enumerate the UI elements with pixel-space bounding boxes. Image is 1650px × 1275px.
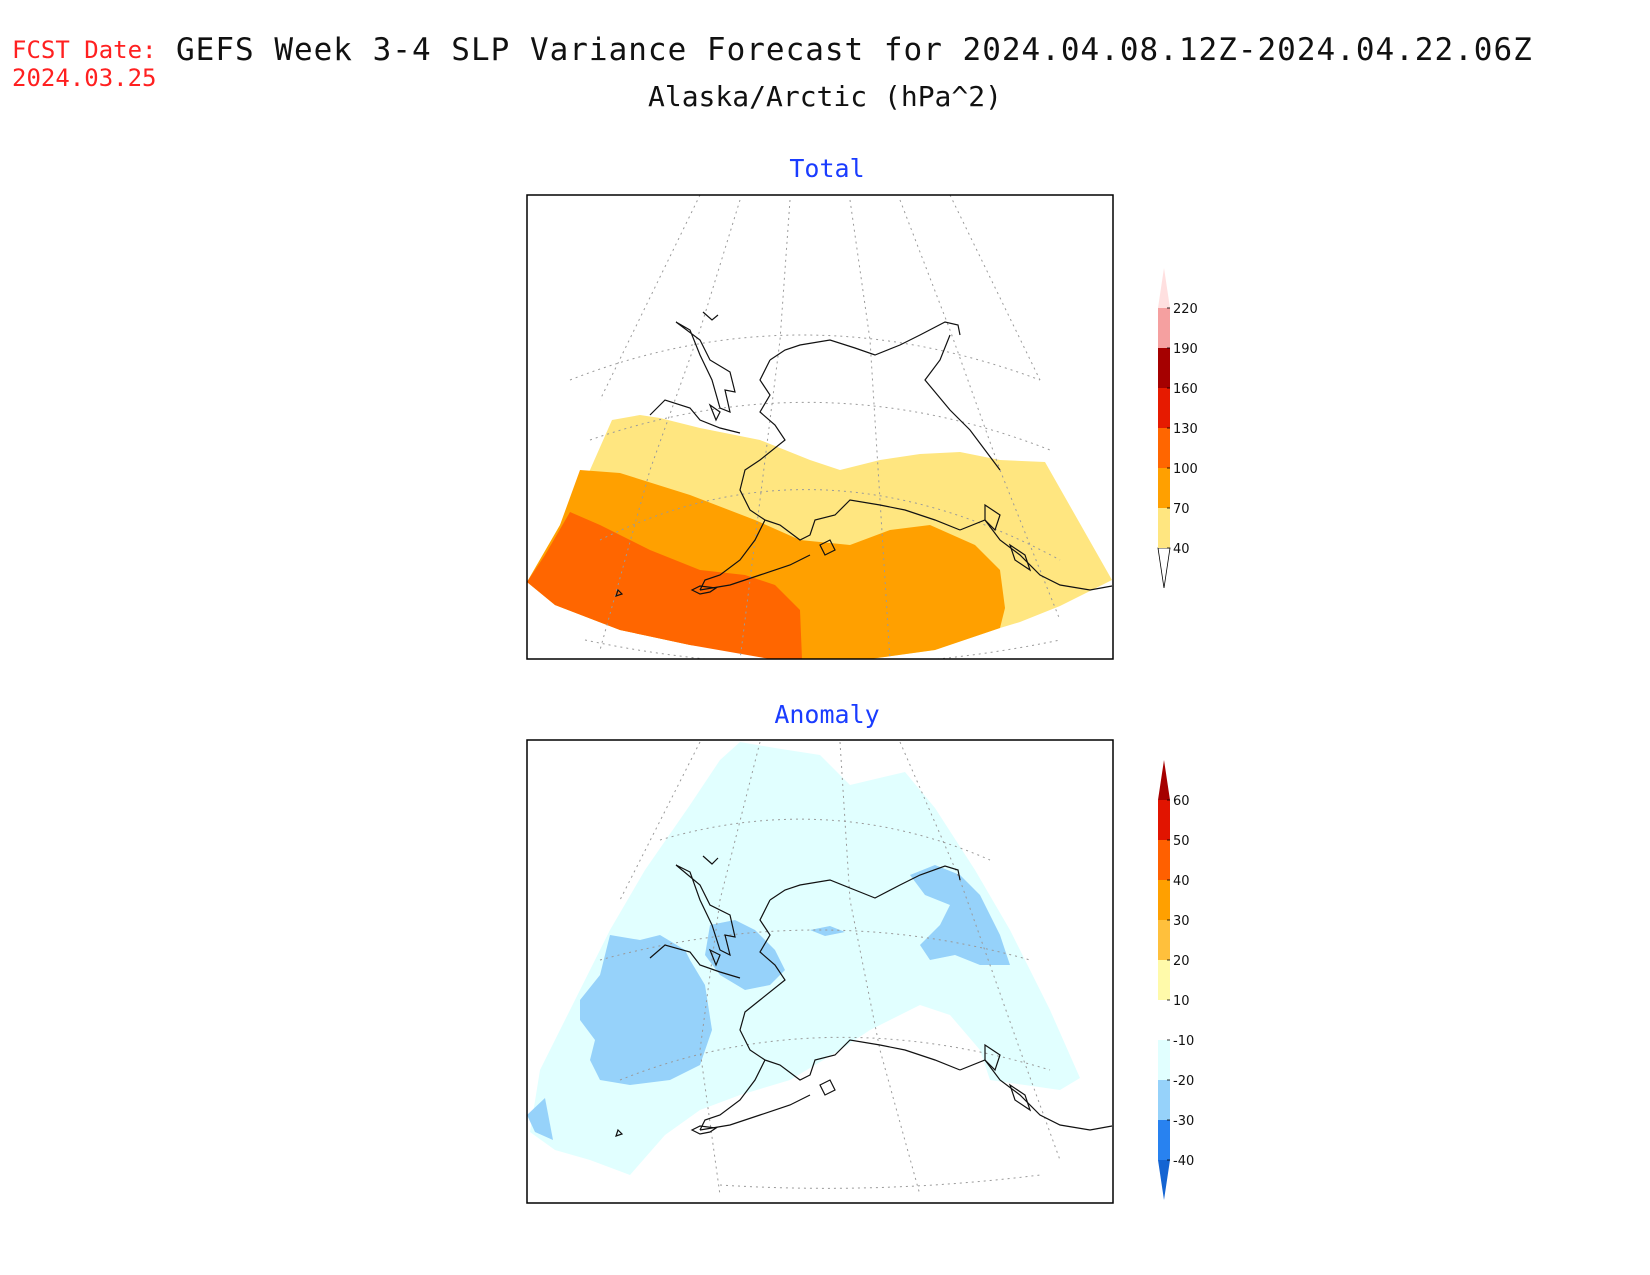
colorbar-total-label: 70: [1173, 502, 1190, 517]
colorbar-anomaly-box: [1158, 920, 1170, 960]
total-panel: [527, 195, 1113, 659]
colorbar-anomaly-label: 60: [1173, 794, 1190, 809]
chart-subtitle: Alaska/Arctic (hPa^2): [647, 80, 1002, 113]
colorbar-total-label: 190: [1173, 342, 1198, 357]
coastline-total: [615, 311, 1113, 597]
colorbar-total-box: [1158, 388, 1170, 428]
band-100-130: [527, 512, 802, 659]
chart-title: GEFS Week 3-4 SLP Variance Forecast for …: [176, 32, 1533, 68]
colorbar-anomaly-box: [1158, 880, 1170, 920]
colorbar-anomaly-label: -40: [1173, 1154, 1194, 1169]
colorbar-total-box: [1158, 428, 1170, 468]
panel-title-total: Total: [789, 154, 865, 183]
anom-band-mid: [527, 865, 1010, 1140]
colorbar-anomaly-box: [1158, 1120, 1170, 1160]
fcst-label: FCST Date:: [12, 36, 157, 64]
colorbar-anomaly-label: -20: [1173, 1074, 1194, 1089]
colorbar-total-box: [1158, 468, 1170, 508]
colorbar-total-box: [1158, 308, 1170, 348]
colorbar-anomaly-label: 50: [1173, 834, 1190, 849]
anomaly-panel: [527, 741, 1113, 1196]
colorbar-anomaly-box: [1158, 840, 1170, 880]
coastline-anomaly: [615, 855, 1113, 1137]
colorbar-total-lower-arrow: [1157, 547, 1171, 589]
colorbar-anomaly-label: -10: [1173, 1034, 1194, 1049]
colorbar-anomaly-box: [1158, 960, 1170, 1000]
fcst-date: 2024.03.25: [12, 64, 157, 92]
colorbar-anomaly-upper-arrow: [1158, 760, 1170, 800]
colorbar-anomaly-lower-arrow: [1158, 1160, 1170, 1200]
colorbar-anomaly: -40 -30 -20 -10 10 20 30 40 50 60: [1158, 760, 1194, 1200]
colorbar-total-label: 160: [1173, 382, 1198, 397]
colorbar-anomaly-label: -30: [1173, 1114, 1194, 1129]
panel-title-anomaly: Anomaly: [774, 700, 880, 729]
colorbar-anomaly-label: 40: [1173, 874, 1190, 889]
colorbar-total-label: 100: [1173, 462, 1198, 477]
colorbar-total-box: [1158, 348, 1170, 388]
fcst-date-block: FCST Date: 2024.03.25: [12, 36, 157, 92]
total-map-frame: [526, 194, 1114, 660]
colorbar-anomaly-box: [1158, 1080, 1170, 1120]
colorbar-total: 40 70 100 130 160 190 220: [1157, 268, 1198, 589]
colorbar-total-upper-arrow: [1158, 268, 1170, 308]
colorbar-anomaly-box: [1158, 800, 1170, 840]
graticule-total: [569, 195, 1061, 659]
colorbar-anomaly-box: [1158, 1000, 1170, 1040]
anomaly-map-frame: [526, 739, 1114, 1204]
graticule-anomaly: [599, 741, 1061, 1196]
colorbar-anomaly-box: [1158, 1040, 1170, 1080]
colorbar-anomaly-label: 10: [1173, 994, 1190, 1009]
colorbar-anomaly-label: 20: [1173, 954, 1190, 969]
colorbar-total-label: 220: [1173, 302, 1198, 317]
colorbar-total-box: [1158, 508, 1170, 548]
colorbar-anomaly-label: 30: [1173, 914, 1190, 929]
colorbar-total-label: 40: [1173, 542, 1190, 557]
colorbar-total-label: 130: [1173, 422, 1198, 437]
